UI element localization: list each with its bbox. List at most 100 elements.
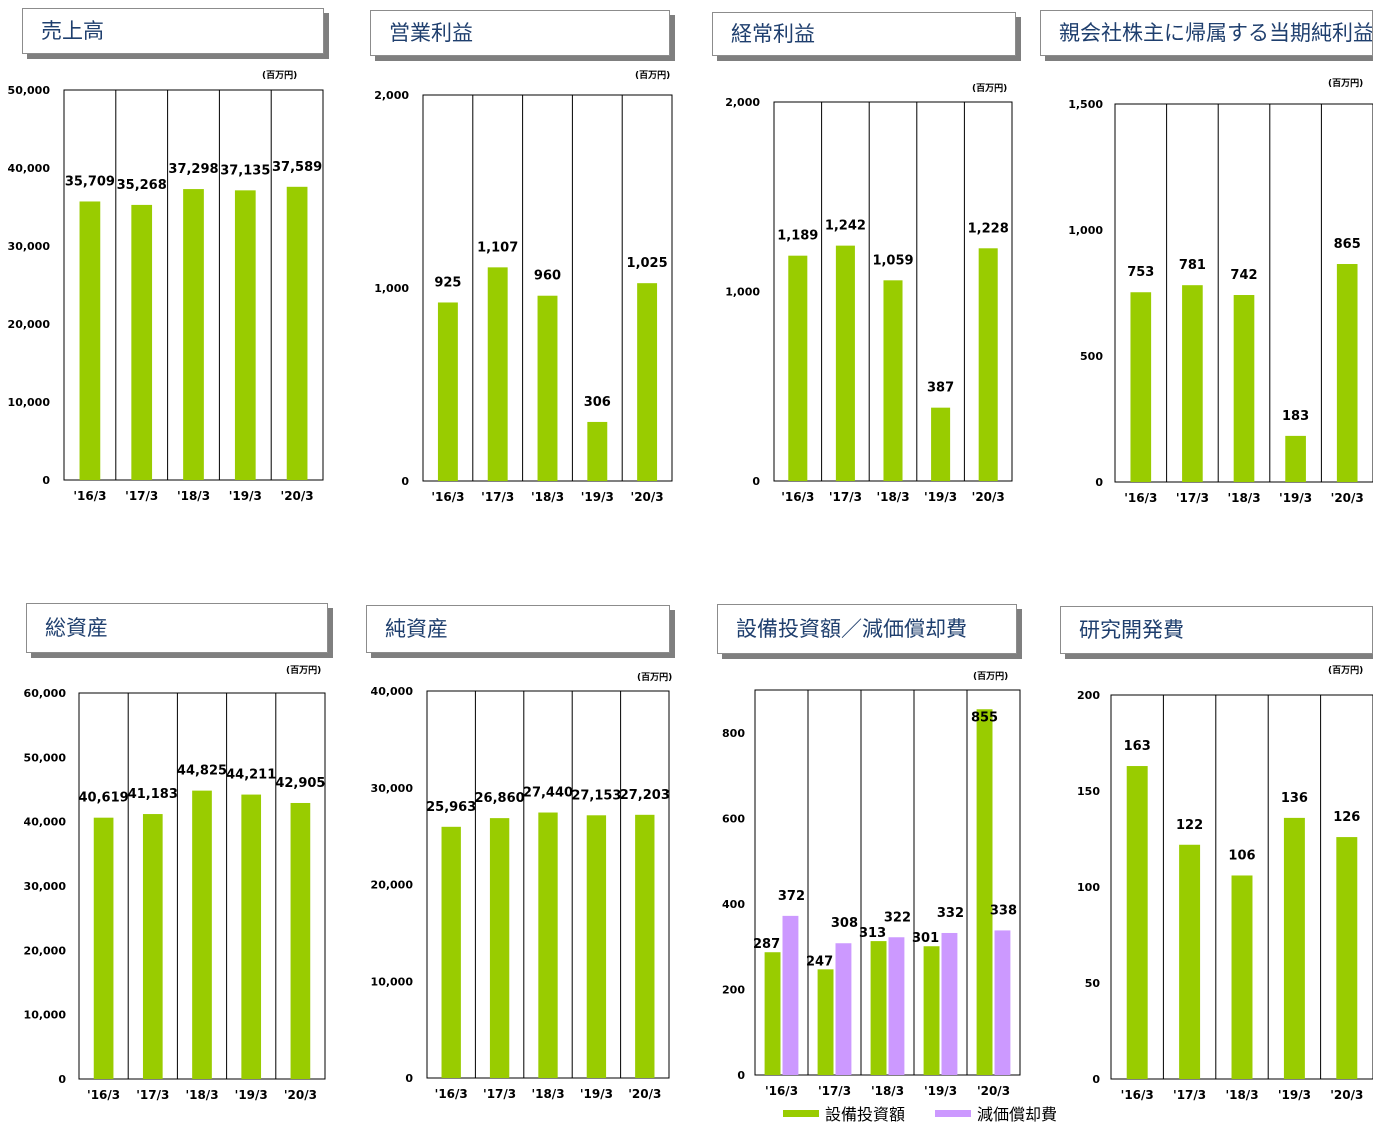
sales-xtick-label: '17/3 xyxy=(125,489,158,503)
net-income-bar xyxy=(1336,264,1358,482)
net-assets-bar xyxy=(635,814,655,1078)
capex-depreciation-data-label: 372 xyxy=(778,889,805,904)
capex-depreciation-ytick-label: 600 xyxy=(722,812,745,825)
capex-depreciation-data-label: 322 xyxy=(884,910,911,925)
capex-depreciation-bar xyxy=(764,952,781,1075)
operating-income-xtick-label: '19/3 xyxy=(581,490,614,504)
total-assets-xtick-label: '18/3 xyxy=(185,1088,218,1102)
rnd-data-label: 106 xyxy=(1228,848,1255,863)
ordinary-income-ytick-label: 1,000 xyxy=(725,286,760,299)
net-income-plot-frame xyxy=(1114,103,1373,483)
net-assets-bar xyxy=(586,815,607,1078)
net-assets-xtick-label: '16/3 xyxy=(435,1087,468,1101)
total-assets-xtick-label: '17/3 xyxy=(136,1088,169,1102)
capex-depreciation-bar xyxy=(835,943,852,1075)
net-assets-ytick-label: 30,000 xyxy=(371,782,414,795)
ordinary-income-chart: 0 1,000 2,000 '16/3 '17/3 '18/3 '19/3 '20/3 1,18… xyxy=(725,96,1013,504)
sales-bar xyxy=(131,204,153,480)
capex-depreciation-data-label: 332 xyxy=(937,906,964,921)
operating-income-bar xyxy=(437,302,458,481)
total-assets-data-label: 42,905 xyxy=(275,776,325,791)
sales-bar xyxy=(234,190,256,481)
net-income-xtick-label: '20/3 xyxy=(1331,491,1364,505)
net-income-ytick-label: 0 xyxy=(1095,476,1103,489)
total-assets-bar xyxy=(241,794,262,1079)
net-income-data-label: 781 xyxy=(1179,258,1206,273)
capex-depreciation-data-label: 308 xyxy=(831,916,858,931)
ordinary-income-data-label: 1,059 xyxy=(872,253,913,268)
net-assets-bar xyxy=(538,812,558,1078)
rnd-xtick-label: '18/3 xyxy=(1225,1088,1258,1102)
rnd-bar xyxy=(1179,844,1201,1079)
net-assets-bar xyxy=(489,818,510,1078)
capex-depreciation-ytick-label: 0 xyxy=(737,1069,745,1082)
total-assets-ytick-label: 40,000 xyxy=(24,816,67,829)
rnd-title: 研究開発費 xyxy=(1060,606,1373,654)
rnd-data-label: 122 xyxy=(1176,818,1203,833)
net-income-xtick-label: '19/3 xyxy=(1279,491,1312,505)
total-assets-unit-label: (百万円) xyxy=(286,666,322,676)
rnd-bar xyxy=(1126,766,1148,1079)
net-income-ytick-label: 500 xyxy=(1080,350,1103,363)
total-assets-data-label: 41,183 xyxy=(128,787,178,802)
net-assets-data-label: 27,153 xyxy=(571,788,621,803)
operating-income-ytick-label: 2,000 xyxy=(374,89,409,102)
net-assets-data-label: 26,860 xyxy=(475,791,525,806)
sales-xtick-label: '16/3 xyxy=(73,489,106,503)
operating-income-chart: 0 1,000 2,000 '16/3 '17/3 '18/3 '19/3 '20/3 925 1… xyxy=(374,89,673,504)
total-assets-ytick-label: 0 xyxy=(58,1073,66,1086)
sales-title: 売上高 xyxy=(22,8,324,54)
rnd-ytick-label: 150 xyxy=(1077,785,1100,798)
rnd-data-label: 163 xyxy=(1124,739,1151,754)
net-assets-unit-label: (百万円) xyxy=(637,673,673,683)
total-assets-data-label: 44,211 xyxy=(226,768,276,783)
net-income-bar xyxy=(1130,292,1152,482)
total-assets-title: 総資産 xyxy=(26,603,328,653)
rnd-xtick-label: '16/3 xyxy=(1121,1088,1154,1102)
capex-depreciation-title: 設備投資額／減価償却費 xyxy=(717,604,1017,654)
capex-depreciation-xtick-label: '19/3 xyxy=(924,1084,957,1098)
net-assets-ytick-label: 10,000 xyxy=(371,975,414,988)
rnd-xtick-label: '20/3 xyxy=(1330,1088,1363,1102)
total-assets-data-label: 40,619 xyxy=(79,791,129,806)
net-assets-xtick-label: '17/3 xyxy=(483,1087,516,1101)
net-income-data-label: 865 xyxy=(1334,237,1361,252)
sales-ytick-label: 40,000 xyxy=(8,162,51,175)
rnd-bar xyxy=(1283,817,1305,1079)
capex-depreciation-ytick-label: 200 xyxy=(722,983,745,996)
rnd-ytick-label: 0 xyxy=(1092,1073,1100,1086)
operating-income-data-label: 925 xyxy=(434,275,461,290)
total-assets-bar xyxy=(290,802,311,1079)
sales-data-label: 37,135 xyxy=(220,163,270,178)
net-income-bar xyxy=(1285,435,1306,482)
capex-depreciation-legend-label: 減価償却費 xyxy=(977,1105,1057,1124)
ordinary-income-bar xyxy=(883,280,903,481)
ordinary-income-xtick-label: '17/3 xyxy=(829,490,862,504)
capex-depreciation-bar xyxy=(994,930,1011,1075)
sales-ytick-label: 20,000 xyxy=(8,318,51,331)
net-income-title: 親会社株主に帰属する当期純利益 xyxy=(1040,10,1373,56)
total-assets-ytick-label: 10,000 xyxy=(24,1009,67,1022)
net-assets-title: 純資産 xyxy=(366,605,670,653)
net-income-ytick-label: 1,000 xyxy=(1068,224,1103,237)
capex-depreciation-data-label: 855 xyxy=(971,710,998,725)
operating-income-bar xyxy=(537,295,558,481)
net-assets-xtick-label: '20/3 xyxy=(628,1087,661,1101)
ordinary-income-ytick-label: 0 xyxy=(752,475,760,488)
capex-depreciation-bar xyxy=(941,932,958,1075)
capex-depreciation-xtick-label: '17/3 xyxy=(818,1084,851,1098)
ordinary-income-bar xyxy=(788,255,808,481)
capex-depreciation-bar xyxy=(817,969,834,1075)
total-assets-bar xyxy=(142,814,163,1079)
ordinary-income-data-label: 1,228 xyxy=(968,221,1009,236)
rnd-ytick-label: 100 xyxy=(1077,881,1100,894)
operating-income-ytick-label: 0 xyxy=(401,475,409,488)
net-assets-xtick-label: '19/3 xyxy=(580,1087,613,1101)
total-assets-ytick-label: 20,000 xyxy=(24,944,67,957)
capex-depreciation-legend-label: 設備投資額 xyxy=(825,1105,905,1124)
total-assets-xtick-label: '16/3 xyxy=(87,1088,120,1102)
sales-ytick-label: 50,000 xyxy=(8,84,51,97)
capex-depreciation-ytick-label: 400 xyxy=(722,898,745,911)
sales-ytick-label: 0 xyxy=(42,474,50,487)
